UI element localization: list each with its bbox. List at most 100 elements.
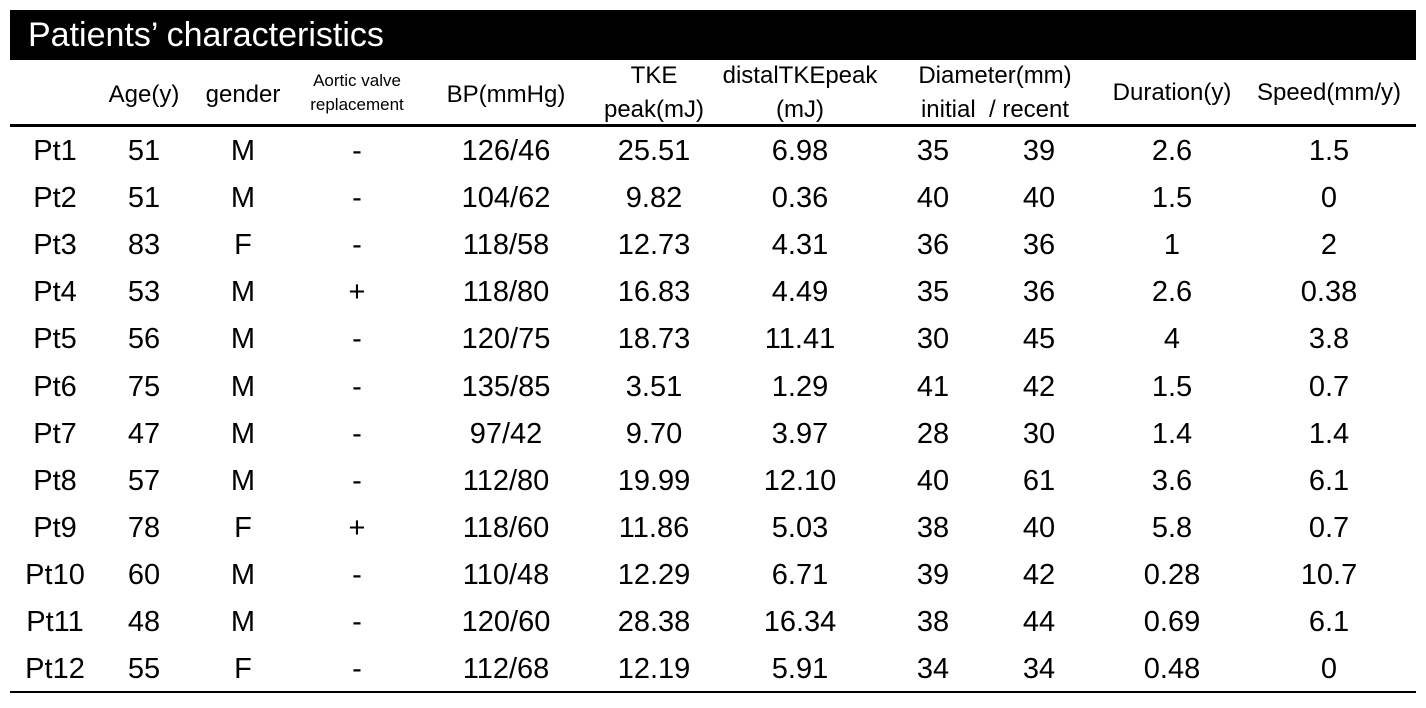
cell-tke-peak: 12.73 [617, 229, 691, 262]
cell-aortic-valve: - [352, 370, 362, 403]
cell-diameter-recent: 34 [1022, 653, 1056, 686]
cell-distal-tke-peak: 11.41 [764, 323, 836, 356]
cell-age: 51 [127, 182, 161, 215]
cell-speed: 0 [1320, 653, 1338, 686]
cell-tke-peak: 19.99 [617, 464, 691, 497]
cell-gender: F [234, 653, 252, 686]
cell-speed: 0 [1320, 182, 1338, 215]
cell-diameter-initial: 36 [916, 229, 950, 262]
cell-speed: 2 [1320, 229, 1338, 262]
cell-distal-tke-peak: 5.03 [771, 511, 829, 544]
header-tke-line1: TKE [630, 62, 678, 89]
cell-age: 51 [127, 135, 161, 167]
cell-aortic-valve: - [352, 464, 362, 497]
cell-gender: M [230, 182, 256, 215]
cell-duration: 1.4 [1151, 417, 1193, 450]
cell-duration: 1.5 [1151, 182, 1193, 215]
cell-duration: 5.8 [1151, 511, 1193, 544]
cell-aortic-valve: - [352, 417, 362, 450]
cell-patient: Pt10 [25, 558, 85, 591]
cell-age: 53 [127, 276, 161, 309]
cell-gender: F [234, 511, 252, 544]
cell-gender: F [234, 229, 252, 262]
cell-tke-peak: 11.86 [618, 511, 690, 544]
cell-diameter-recent: 42 [1022, 370, 1056, 403]
cell-patient: Pt6 [33, 370, 77, 403]
cell-age: 55 [127, 653, 161, 686]
cell-bp: 110/48 [462, 558, 550, 591]
header-gender: gender [205, 81, 281, 108]
cell-tke-peak: 12.29 [617, 558, 691, 591]
cell-tke-peak: 9.70 [625, 417, 683, 450]
cell-gender: M [230, 370, 256, 403]
header-rule [10, 124, 1416, 127]
cell-diameter-initial: 40 [916, 464, 950, 497]
cell-bp: 97/42 [469, 417, 543, 450]
page-title: Patients’ characteristics [28, 16, 384, 54]
cell-distal-tke-peak: 16.34 [763, 606, 837, 638]
header-distal-line2: (mJ) [776, 96, 824, 123]
cell-duration: 3.6 [1151, 464, 1193, 497]
cell-duration: 1 [1163, 229, 1181, 262]
cell-diameter-initial: 28 [916, 417, 950, 450]
cell-diameter-initial: 35 [916, 276, 950, 309]
cell-bp: 112/80 [462, 464, 550, 497]
cell-aortic-valve: - [352, 229, 362, 262]
cell-gender: M [230, 276, 256, 309]
cell-duration: 4 [1163, 323, 1181, 356]
header-diameter-line2: initial / recent [920, 96, 1070, 123]
cell-speed: 1.4 [1308, 417, 1350, 450]
cell-gender: M [230, 558, 256, 591]
cell-diameter-initial: 39 [916, 558, 950, 591]
cell-bp: 120/75 [461, 323, 551, 356]
cell-speed: 6.1 [1308, 606, 1350, 638]
cell-diameter-recent: 40 [1022, 511, 1056, 544]
cell-duration: 1.5 [1151, 370, 1193, 403]
cell-diameter-recent: 39 [1022, 135, 1056, 167]
cell-gender: M [230, 606, 256, 638]
cell-bp: 118/58 [462, 229, 550, 262]
cell-aortic-valve: - [352, 135, 362, 167]
cell-diameter-initial: 35 [916, 135, 950, 167]
cell-speed: 0.38 [1300, 276, 1358, 309]
cell-age: 57 [127, 464, 161, 497]
cell-diameter-recent: 61 [1022, 464, 1056, 497]
cell-distal-tke-peak: 0.36 [771, 182, 829, 215]
cell-tke-peak: 16.83 [617, 276, 691, 309]
cell-diameter-initial: 34 [916, 653, 950, 686]
cell-bp: 135/85 [461, 370, 551, 403]
cell-bp: 112/68 [462, 653, 550, 686]
cell-speed: 3.8 [1308, 323, 1350, 356]
cell-patient: Pt12 [25, 653, 85, 686]
title-bar: Patients’ characteristics [10, 10, 1416, 60]
header-aortic-line2: replacement [310, 95, 404, 114]
cell-distal-tke-peak: 12.10 [763, 464, 837, 497]
header-age: Age(y) [108, 81, 180, 108]
cell-patient: Pt1 [33, 135, 77, 167]
cell-age: 56 [127, 323, 161, 356]
cell-aortic-valve: - [352, 606, 362, 638]
cell-duration: 0.28 [1143, 558, 1201, 591]
header-bp: BP(mmHg) [446, 81, 566, 108]
cell-age: 48 [127, 606, 161, 638]
cell-age: 78 [127, 511, 161, 544]
bottom-rule [10, 691, 1416, 693]
header-aortic-line1: Aortic valve [313, 71, 401, 90]
cell-speed: 10.7 [1300, 558, 1358, 591]
cell-distal-tke-peak: 5.91 [771, 653, 829, 686]
cell-patient: Pt4 [33, 276, 77, 309]
cell-duration: 0.69 [1143, 606, 1201, 638]
cell-duration: 2.6 [1151, 135, 1193, 167]
header-distal-line1: distalTKEpeak [722, 62, 878, 89]
cell-gender: M [230, 417, 256, 450]
cell-diameter-initial: 38 [916, 606, 950, 638]
cell-diameter-recent: 30 [1022, 417, 1056, 450]
cell-patient: Pt2 [33, 182, 77, 215]
header-diameter-line1: Diameter(mm) [918, 62, 1072, 89]
cell-patient: Pt7 [33, 417, 77, 450]
cell-bp: 118/80 [462, 276, 550, 309]
cell-gender: M [230, 323, 256, 356]
cell-bp: 120/60 [461, 606, 551, 638]
cell-distal-tke-peak: 4.49 [771, 276, 829, 309]
cell-speed: 0.7 [1308, 511, 1350, 544]
